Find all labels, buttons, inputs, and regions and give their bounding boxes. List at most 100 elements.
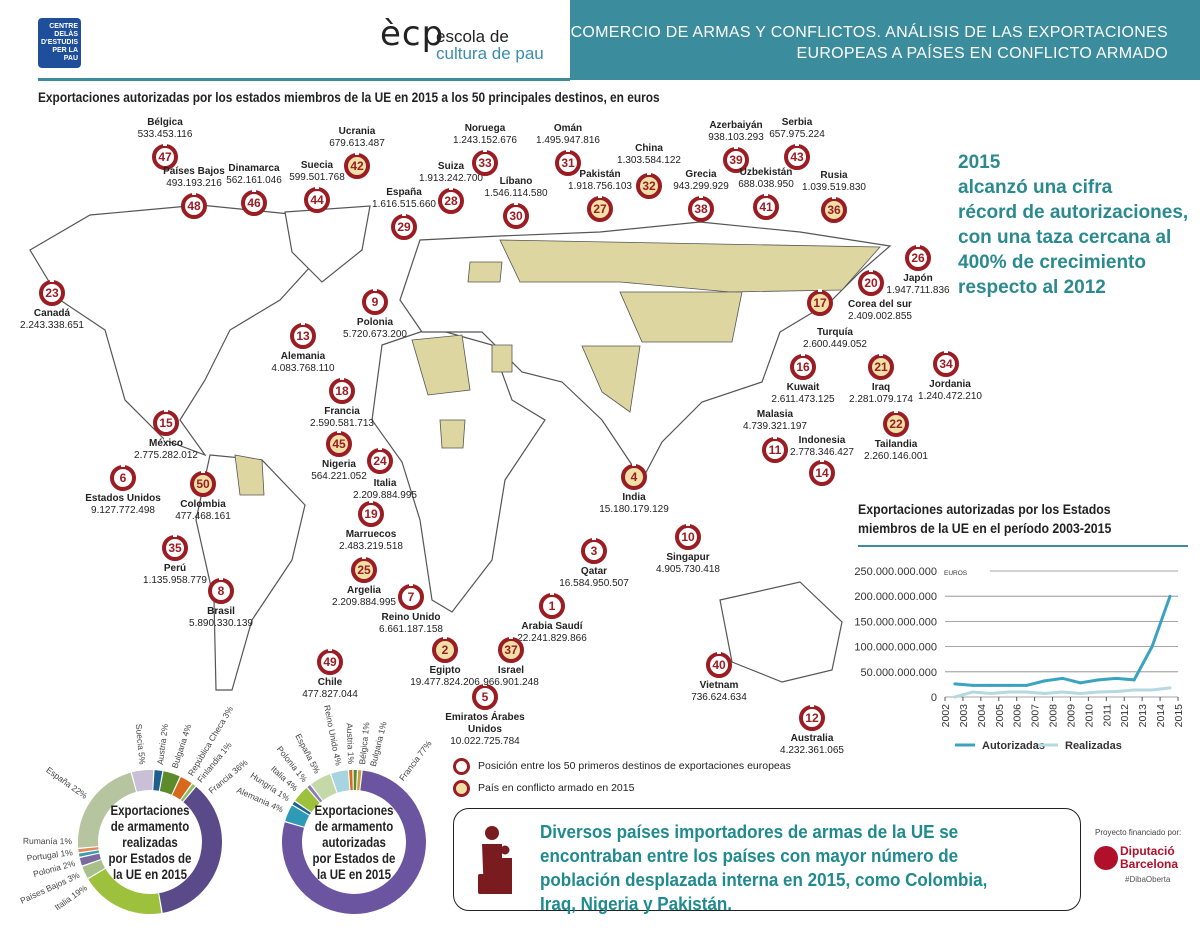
country-value: 1.243.152.676 xyxy=(453,135,517,146)
donut-slice xyxy=(357,770,362,791)
headline: 2015 alcanzó una cifra récord de autoriz… xyxy=(958,150,1188,300)
rank-marker: 29 xyxy=(391,213,417,245)
country-label: Arabia Saudí 22.241.829.866 xyxy=(517,621,587,645)
country-value: 966.901.248 xyxy=(483,677,539,688)
country-value: 10.022.725.784 xyxy=(450,736,520,747)
country-value: 1.546.114.580 xyxy=(484,188,548,199)
rank-marker: 12 xyxy=(799,704,825,736)
donut-slice xyxy=(307,785,323,803)
country-name: Azerbaiyán xyxy=(709,120,763,131)
country-name: Turquía xyxy=(817,327,853,338)
slice-label: Bulgaria 4% xyxy=(170,722,194,769)
sponsor-name-line2: Barcelona xyxy=(1120,857,1179,871)
country-name: Alemania xyxy=(280,351,326,362)
y-tick-label: 250.000.000.000 xyxy=(854,566,937,578)
headline-line: alcanzó una cifra xyxy=(958,177,1113,198)
country-label: Perú 1.135.958.779 xyxy=(143,563,207,587)
donut-slice xyxy=(131,770,154,792)
donut-slice xyxy=(353,770,357,791)
country-label: Pakistán 1.918.756.103 xyxy=(568,169,632,193)
country-name: Qatar xyxy=(580,566,608,577)
y-tick-label: 100.000.000.000 xyxy=(854,642,937,654)
country-value: 2.775.282.012 xyxy=(134,450,198,461)
country-value: 1.616.515.660 xyxy=(372,199,436,210)
country-name: Suiza xyxy=(437,161,465,172)
country-value: 4.232.361.065 xyxy=(780,745,844,756)
donut-title-line: por Estados de xyxy=(312,851,396,866)
data-point xyxy=(989,683,993,687)
rank-marker: 50 xyxy=(190,470,216,502)
donut-slice xyxy=(153,770,163,791)
country-name: Noruega xyxy=(464,123,506,134)
country-name: Dinamarca xyxy=(228,163,280,174)
rank-marker: 44 xyxy=(304,186,330,218)
rank-marker: 38 xyxy=(688,195,714,227)
country-value: 1.947.711.836 xyxy=(886,285,950,296)
country-label: España 1.616.515.660 xyxy=(372,187,436,211)
rank-marker: 42 xyxy=(344,152,370,184)
sponsor-hashtag: #DibaOberta xyxy=(1125,875,1171,884)
country-value: 4.905.730.418 xyxy=(656,564,720,575)
headline-line: 400% de crecimiento xyxy=(958,252,1146,273)
country-name: India xyxy=(622,492,646,503)
country-name: Nigeria xyxy=(322,459,356,470)
country-name: Chile xyxy=(317,677,343,688)
x-tick-label: 2008 xyxy=(1048,704,1060,728)
header-rule xyxy=(38,78,570,81)
country-label: India 15.180.179.129 xyxy=(599,492,669,516)
rank-marker: 6 xyxy=(110,464,136,496)
country-name: Israel xyxy=(497,665,525,676)
rank-marker: 35 xyxy=(162,534,188,566)
header-title: COMERCIO DE ARMAS Y CONFLICTOS. ANÁLISIS… xyxy=(570,0,1200,80)
rank-marker: 37 xyxy=(498,636,524,668)
x-tick-label: 2005 xyxy=(994,704,1006,728)
country-name: Estados Unidos xyxy=(85,493,161,504)
data-point xyxy=(1060,690,1064,694)
rank-marker: 27 xyxy=(587,195,613,227)
world-map xyxy=(29,204,892,691)
headline-line: récord de autorizaciones, xyxy=(958,202,1189,223)
country-value: 2.409.002.855 xyxy=(848,311,912,322)
donut-title-line: la UE en 2015 xyxy=(316,867,392,882)
rank-marker: 43 xyxy=(784,143,810,175)
country-label: Omán 1.495.947.816 xyxy=(536,123,600,147)
country-label: Bélgica 533.453.116 xyxy=(138,117,193,141)
data-point xyxy=(1132,688,1136,692)
country-name: Singapur xyxy=(666,552,710,563)
rank-marker: 9 xyxy=(362,288,388,320)
country-label: Brasil 5.890.330.139 xyxy=(189,606,253,630)
country-name: Reino Unido xyxy=(381,612,441,623)
y-tick-label: 150.000.000.000 xyxy=(854,616,937,628)
sponsor-label: Proyecto financiado por: xyxy=(1095,828,1182,837)
country-value: 533.453.116 xyxy=(137,129,193,140)
country-label: Ucrania 679.613.487 xyxy=(329,126,385,150)
country-value: 9.127.772.498 xyxy=(91,505,155,516)
donut-slice xyxy=(78,772,136,848)
country-label: Rusia 1.039.519.830 xyxy=(802,170,866,194)
data-point xyxy=(1114,676,1118,680)
country-label: Italia 2.209.884.995 xyxy=(353,478,417,502)
data-point xyxy=(1025,683,1029,687)
country-value: 1.918.756.103 xyxy=(568,181,632,192)
country-name: Jordania xyxy=(929,379,971,390)
rank-marker: 33 xyxy=(472,149,498,181)
data-point xyxy=(1025,690,1029,694)
country-label: Dinamarca 562.161.046 xyxy=(226,163,282,187)
nigeria-region xyxy=(439,419,466,449)
country-value: 2.209.884.995 xyxy=(332,597,396,608)
line-chart-title: Exportaciones autorizadas por los Estado… xyxy=(858,501,1112,536)
country-label: Malasia 4.739.321.197 xyxy=(743,409,807,433)
data-point xyxy=(1096,678,1100,682)
country-value: 22.241.829.866 xyxy=(517,633,587,644)
country-value: 2.209.884.995 xyxy=(353,490,417,501)
donut-title-line: de armamento xyxy=(314,819,394,834)
country-name: Egipto xyxy=(429,665,461,676)
country-name: Pakistán xyxy=(579,169,621,180)
donut-title-line: Exportaciones xyxy=(110,803,190,818)
country-name: Colombia xyxy=(180,499,226,510)
country-value: 5.720.673.200 xyxy=(343,329,407,340)
donut-slice xyxy=(79,853,101,866)
ecp-logo-line1: escola de xyxy=(436,27,509,46)
data-point xyxy=(1078,691,1082,695)
donut-title-line: realizadas xyxy=(122,835,178,850)
